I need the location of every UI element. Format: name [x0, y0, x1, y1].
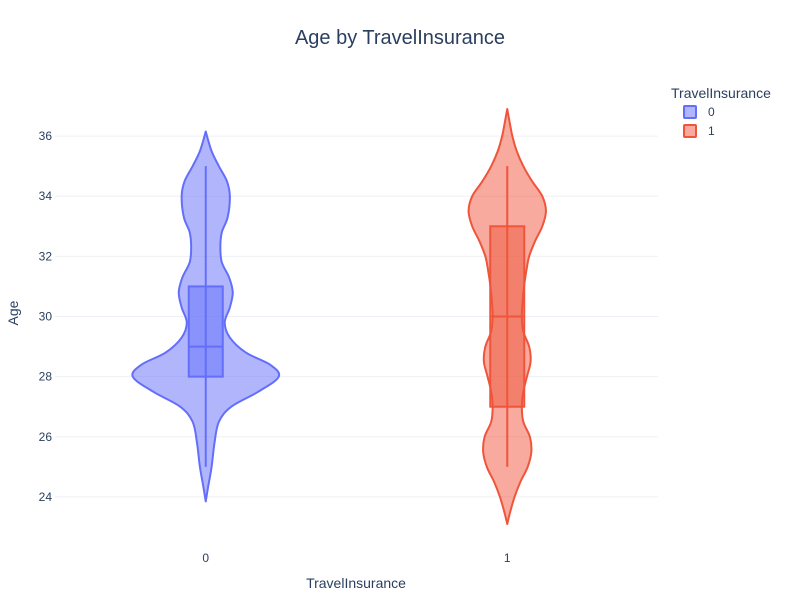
legend-swatch-1	[683, 124, 697, 138]
y-axis-title: Age	[5, 300, 21, 325]
legend-title: TravelInsurance	[671, 85, 771, 101]
y-tick-label: 34	[39, 189, 53, 203]
violin-0	[131, 130, 281, 503]
y-tick-label: 32	[39, 249, 53, 263]
grid	[55, 135, 658, 498]
violins	[131, 108, 547, 525]
legend-label-0: 0	[708, 105, 715, 119]
x-axis-title: TravelInsurance	[306, 575, 406, 591]
y-tick-label: 24	[39, 490, 53, 504]
legend-swatch-0	[683, 105, 697, 119]
legend-items: 01	[683, 105, 715, 138]
legend-label-1: 1	[708, 124, 715, 138]
y-tick-label: 30	[39, 310, 53, 324]
chart-title: Age by TravelInsurance	[295, 27, 505, 49]
violin-box	[187, 285, 224, 378]
x-tick-label: 1	[504, 551, 511, 565]
y-tick-label: 36	[39, 129, 53, 143]
y-tick-label: 26	[39, 430, 53, 444]
x-tick-label: 0	[202, 551, 209, 565]
violin-1	[467, 108, 547, 525]
y-tick-label: 28	[39, 370, 53, 384]
y-tick-labels: 24 26 28 30 32 34 36	[39, 129, 53, 504]
legend: TravelInsurance 01	[671, 85, 771, 138]
